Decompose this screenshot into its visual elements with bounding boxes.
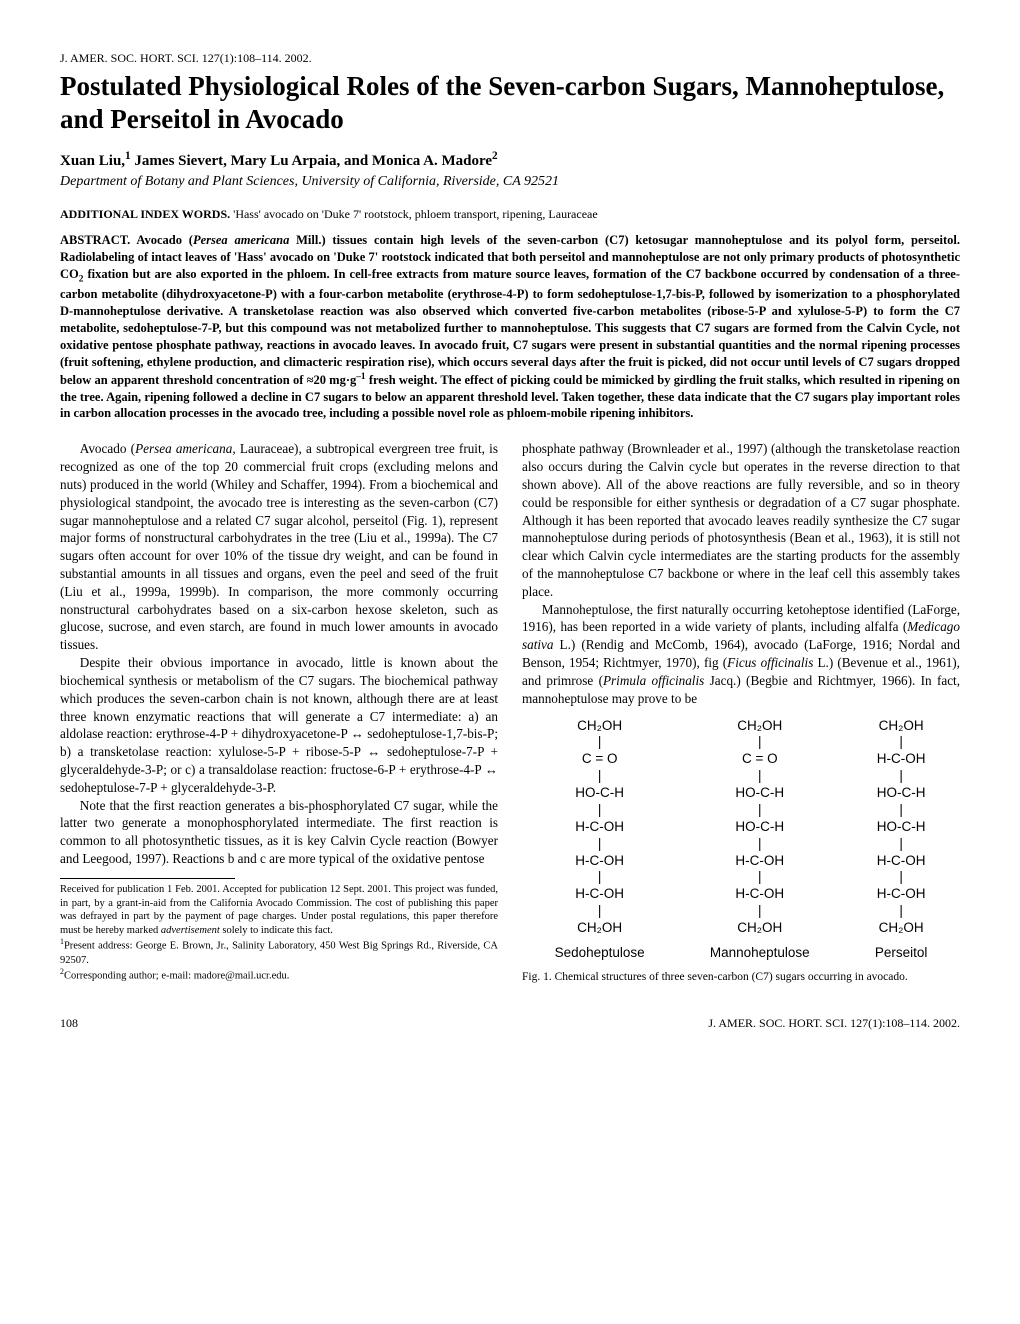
journal-citation-bottom: J. AMER. SOC. HORT. SCI. 127(1):108–114.… <box>708 1015 960 1031</box>
abstract-body: Avocado (Persea americana Mill.) tissues… <box>60 233 960 420</box>
molecule-row: H-C-OH <box>875 751 928 768</box>
molecule-row: CH₂OH <box>710 718 810 735</box>
molecule-name: Mannoheptulose <box>710 945 810 962</box>
authors-line: Xuan Liu,1 James Sievert, Mary Lu Arpaia… <box>60 149 960 171</box>
right-paragraphs: phosphate pathway (Brownleader et al., 1… <box>522 440 960 707</box>
molecule-row: CH₂OH <box>875 920 928 937</box>
body-paragraph: Mannoheptulose, the first naturally occu… <box>522 601 960 708</box>
left-column: Avocado (Persea americana, Lauraceae), a… <box>60 440 498 984</box>
footnote-line: 1Present address: George E. Brown, Jr., … <box>60 937 498 967</box>
figure-1-structures: CH₂OH|C = O|HO-C-H|H-C-OH|H-C-OH|H-C-OH|… <box>522 718 960 962</box>
molecule-row: HO-C-H <box>710 785 810 802</box>
molecule-row: CH₂OH <box>555 920 645 937</box>
right-column: phosphate pathway (Brownleader et al., 1… <box>522 440 960 984</box>
page-footer: 108 J. AMER. SOC. HORT. SCI. 127(1):108–… <box>60 1015 960 1031</box>
molecule-row: H-C-OH <box>555 886 645 903</box>
molecule-row: CH₂OH <box>875 718 928 735</box>
footnote-line: 2Corresponding author; e-mail: madore@ma… <box>60 967 498 983</box>
affiliation-line: Department of Botany and Plant Sciences,… <box>60 173 960 192</box>
molecule-row: H-C-OH <box>555 853 645 870</box>
molecule-row: | <box>875 903 928 920</box>
molecule-row: H-C-OH <box>875 886 928 903</box>
molecule-row: HO-C-H <box>875 819 928 836</box>
molecule: CH₂OH|C = O|HO-C-H|HO-C-H|H-C-OH|H-C-OH|… <box>710 718 810 962</box>
molecule-row: H-C-OH <box>710 886 810 903</box>
journal-citation-top: J. AMER. SOC. HORT. SCI. 127(1):108–114.… <box>60 50 960 66</box>
footnote-rule <box>60 878 235 879</box>
molecule-row: | <box>555 836 645 853</box>
molecule-rows: CH₂OH|C = O|HO-C-H|HO-C-H|H-C-OH|H-C-OH|… <box>710 718 810 937</box>
molecule-row: | <box>710 869 810 886</box>
article-title: Postulated Physiological Roles of the Se… <box>60 70 960 135</box>
molecule-row: H-C-OH <box>555 819 645 836</box>
molecule-row: | <box>875 734 928 751</box>
footnotes: Received for publication 1 Feb. 2001. Ac… <box>60 883 498 983</box>
molecule-row: | <box>875 869 928 886</box>
abstract-label: ABSTRACT. <box>60 233 130 247</box>
body-paragraph: Avocado (Persea americana, Lauraceae), a… <box>60 440 498 654</box>
molecule-row: | <box>555 734 645 751</box>
molecule-row: CH₂OH <box>710 920 810 937</box>
body-paragraph: phosphate pathway (Brownleader et al., 1… <box>522 440 960 600</box>
molecule-row: | <box>710 836 810 853</box>
molecule-rows: CH₂OH|C = O|HO-C-H|H-C-OH|H-C-OH|H-C-OH|… <box>555 718 645 937</box>
figure-1: CH₂OH|C = O|HO-C-H|H-C-OH|H-C-OH|H-C-OH|… <box>522 718 960 985</box>
molecule-row: | <box>710 734 810 751</box>
molecule-row: | <box>710 802 810 819</box>
molecule-row: H-C-OH <box>875 853 928 870</box>
two-column-body: Avocado (Persea americana, Lauraceae), a… <box>60 440 960 984</box>
page-number: 108 <box>60 1015 78 1031</box>
index-words-text: 'Hass' avocado on 'Duke 7' rootstock, ph… <box>230 207 598 221</box>
molecule-row: | <box>555 903 645 920</box>
molecule-row: | <box>875 802 928 819</box>
molecule-row: HO-C-H <box>555 785 645 802</box>
molecule-row: C = O <box>710 751 810 768</box>
abstract: ABSTRACT. Avocado (Persea americana Mill… <box>60 232 960 422</box>
molecule: CH₂OH|H-C-OH|HO-C-H|HO-C-H|H-C-OH|H-C-OH… <box>875 718 928 962</box>
molecule-row: | <box>710 768 810 785</box>
footnote-line: Received for publication 1 Feb. 2001. Ac… <box>60 883 498 938</box>
molecule: CH₂OH|C = O|HO-C-H|H-C-OH|H-C-OH|H-C-OH|… <box>555 718 645 962</box>
molecule-row: HO-C-H <box>710 819 810 836</box>
molecule-name: Sedoheptulose <box>555 945 645 962</box>
body-paragraph: Note that the first reaction generates a… <box>60 797 498 868</box>
molecule-row: HO-C-H <box>875 785 928 802</box>
molecule-rows: CH₂OH|H-C-OH|HO-C-H|HO-C-H|H-C-OH|H-C-OH… <box>875 718 928 937</box>
molecule-name: Perseitol <box>875 945 928 962</box>
index-words: ADDITIONAL INDEX WORDS. 'Hass' avocado o… <box>60 206 960 222</box>
molecule-row: | <box>875 768 928 785</box>
molecule-row: | <box>555 768 645 785</box>
molecule-row: CH₂OH <box>555 718 645 735</box>
molecule-row: C = O <box>555 751 645 768</box>
molecule-row: | <box>875 836 928 853</box>
molecule-row: | <box>710 903 810 920</box>
molecule-row: | <box>555 802 645 819</box>
left-paragraphs: Avocado (Persea americana, Lauraceae), a… <box>60 440 498 868</box>
body-paragraph: Despite their obvious importance in avoc… <box>60 654 498 797</box>
molecule-row: | <box>555 869 645 886</box>
index-words-label: ADDITIONAL INDEX WORDS. <box>60 207 230 221</box>
figure-1-caption: Fig. 1. Chemical structures of three sev… <box>522 970 960 985</box>
molecule-row: H-C-OH <box>710 853 810 870</box>
